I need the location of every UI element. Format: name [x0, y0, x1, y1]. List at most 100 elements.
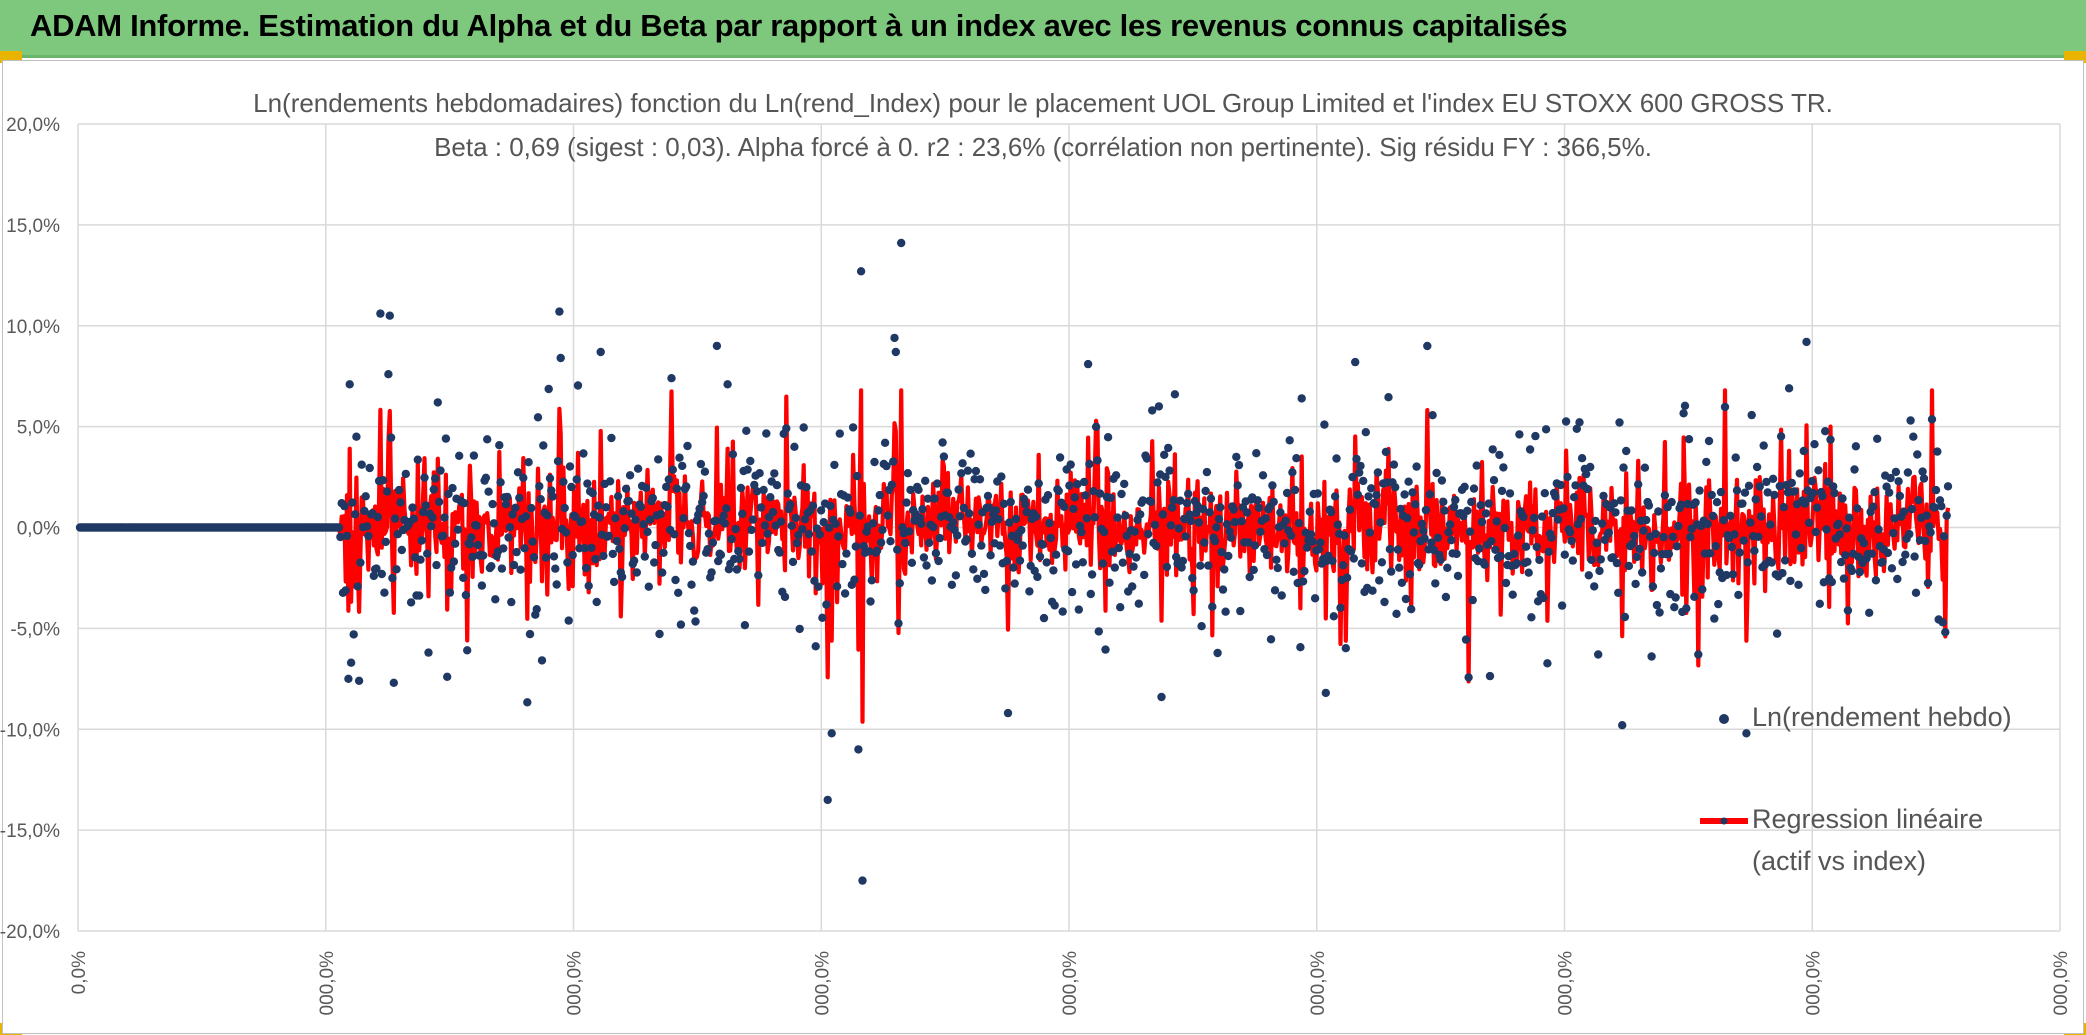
data-point [1695, 486, 1704, 495]
data-point [901, 538, 910, 548]
data-point [770, 469, 779, 478]
data-point [521, 512, 531, 521]
data-point [545, 474, 555, 483]
data-point [1557, 601, 1567, 610]
data-point [1401, 594, 1411, 604]
data-point [1169, 496, 1178, 505]
data-point [1590, 582, 1599, 591]
data-point [1256, 527, 1265, 536]
data-point [1009, 563, 1018, 572]
data-point [516, 565, 525, 574]
data-point [655, 629, 664, 639]
data-point [1907, 504, 1917, 514]
data-point [1101, 645, 1110, 654]
data-point [1565, 527, 1575, 537]
data-point [1571, 481, 1580, 490]
data-point [985, 503, 994, 512]
data-point [1270, 586, 1280, 595]
data-point [421, 501, 430, 510]
data-point [645, 515, 655, 524]
data-point [350, 510, 360, 519]
data-point [1451, 495, 1460, 505]
data-point [1258, 471, 1268, 480]
data-point [352, 432, 361, 441]
data-point [1432, 468, 1441, 478]
data-point [951, 571, 961, 580]
data-point [581, 563, 591, 573]
data-point [1763, 488, 1772, 497]
data-point [819, 518, 828, 527]
data-point [641, 483, 651, 492]
data-point [369, 571, 378, 581]
data-point [1447, 536, 1456, 545]
data-point [822, 600, 831, 609]
data-point [1094, 627, 1104, 636]
data-point [975, 475, 985, 484]
data-point [1236, 606, 1245, 616]
data-point [1218, 585, 1228, 594]
data-point [746, 456, 755, 466]
data-point [608, 549, 617, 559]
data-point [1121, 511, 1130, 520]
data-point [1168, 503, 1177, 512]
data-point [1198, 504, 1208, 514]
data-point [611, 514, 620, 523]
data-point [1811, 527, 1821, 537]
data-point [1702, 457, 1711, 467]
data-point [1497, 486, 1507, 496]
data-point [1376, 518, 1385, 527]
data-point [1431, 579, 1440, 588]
data-point [1186, 516, 1196, 526]
data-point [698, 498, 707, 507]
data-point [939, 452, 949, 461]
data-point [1125, 549, 1134, 558]
data-point [382, 487, 392, 496]
data-point [762, 429, 771, 438]
data-point [1254, 503, 1264, 512]
data-point [520, 544, 529, 553]
data-point [1165, 466, 1174, 475]
data-point [1531, 431, 1540, 441]
data-point [1575, 418, 1584, 427]
data-point [1719, 516, 1728, 525]
data-point [905, 527, 914, 536]
data-point [536, 495, 545, 504]
data-point [1481, 509, 1491, 518]
data-point [1512, 559, 1521, 568]
data-point [1906, 416, 1915, 425]
data-point [840, 589, 850, 598]
data-point [747, 525, 756, 535]
data-point [1890, 514, 1899, 523]
data-point [577, 517, 587, 526]
data-point [1172, 552, 1181, 562]
data-point [760, 521, 770, 530]
data-point [772, 481, 782, 490]
data-point [1170, 390, 1180, 399]
data-point [1903, 468, 1913, 477]
data-point [423, 549, 432, 558]
data-point [1720, 402, 1730, 412]
data-point [1930, 503, 1939, 512]
data-point [1672, 542, 1682, 551]
axis-labels: 20,0% 15,0% 10,0% 5,0% 0,0% -5,0% -10,0% -15,0%… [0, 115, 2072, 1015]
data-point [609, 577, 619, 587]
data-point [1841, 551, 1850, 560]
data-point [958, 459, 967, 468]
y-tick-label: -15,0% [0, 821, 60, 842]
data-point [1815, 599, 1825, 608]
data-point [439, 531, 448, 540]
data-point [1081, 491, 1090, 500]
data-point [1488, 445, 1497, 454]
data-point [1527, 613, 1536, 622]
data-point [1142, 454, 1152, 463]
data-point [1272, 555, 1281, 564]
data-point [1464, 673, 1473, 682]
data-point [810, 576, 819, 585]
data-point [1463, 506, 1472, 515]
data-point [1409, 528, 1419, 537]
data-point [1364, 492, 1373, 501]
data-point [870, 457, 879, 467]
data-point [1157, 692, 1166, 702]
data-point [567, 482, 576, 492]
data-point [1883, 548, 1893, 558]
